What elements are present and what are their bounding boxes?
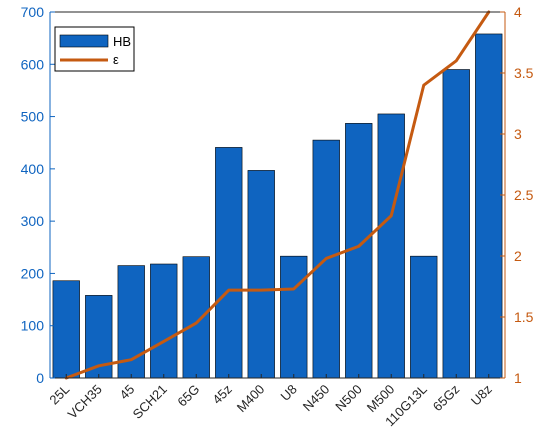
left-tick-label: 0 <box>36 370 44 386</box>
right-tick-label: 2 <box>514 248 522 264</box>
bar <box>475 33 503 379</box>
x-tick-label: VCH35 <box>65 382 105 422</box>
bar <box>377 113 405 379</box>
right-tick-label: 1 <box>514 370 522 386</box>
right-tick-label: 4 <box>514 4 522 20</box>
epsilon-line <box>64 10 491 380</box>
bar <box>150 263 178 379</box>
x-tick-label: U8 <box>278 382 300 404</box>
right-tick-label: 2.5 <box>514 187 534 203</box>
bar <box>52 280 80 379</box>
left-tick-label: 400 <box>21 161 45 177</box>
x-tick-label: N500 <box>332 382 365 415</box>
bar <box>410 255 438 379</box>
bar <box>182 256 210 379</box>
x-tick-label: 65G <box>174 382 202 410</box>
legend-swatch-hb <box>59 34 109 48</box>
legend: HB ε <box>54 26 135 72</box>
x-tick-label: SCH21 <box>130 382 170 422</box>
bar-series <box>52 33 503 379</box>
bar <box>280 255 308 379</box>
x-tick-label: M400 <box>234 382 268 416</box>
right-tick-label: 3.5 <box>514 65 534 81</box>
left-tick-label: 500 <box>21 109 45 125</box>
legend-label-epsilon: ε <box>113 52 119 67</box>
bar <box>247 170 275 379</box>
right-tick-label: 1.5 <box>514 309 534 325</box>
x-tick-label: 65Gz <box>430 382 463 415</box>
left-tick-label: 100 <box>21 318 45 334</box>
x-tick-label: U8z <box>468 382 495 409</box>
x-tick-label: 25L <box>46 382 72 408</box>
legend-label-hb: HB <box>113 34 131 49</box>
x-tick-label: N450 <box>300 382 333 415</box>
left-tick-label: 600 <box>21 56 45 72</box>
bar <box>442 69 470 379</box>
line-series <box>64 10 491 380</box>
x-tick-label: 45z <box>209 382 234 407</box>
right-tick-label: 3 <box>514 126 522 142</box>
legend-box <box>54 26 135 72</box>
left-tick-label: 200 <box>21 265 45 281</box>
left-tick-label: 700 <box>21 4 45 20</box>
x-tick-label: 45 <box>117 382 138 403</box>
left-tick-label: 300 <box>21 213 45 229</box>
bar <box>215 147 243 379</box>
